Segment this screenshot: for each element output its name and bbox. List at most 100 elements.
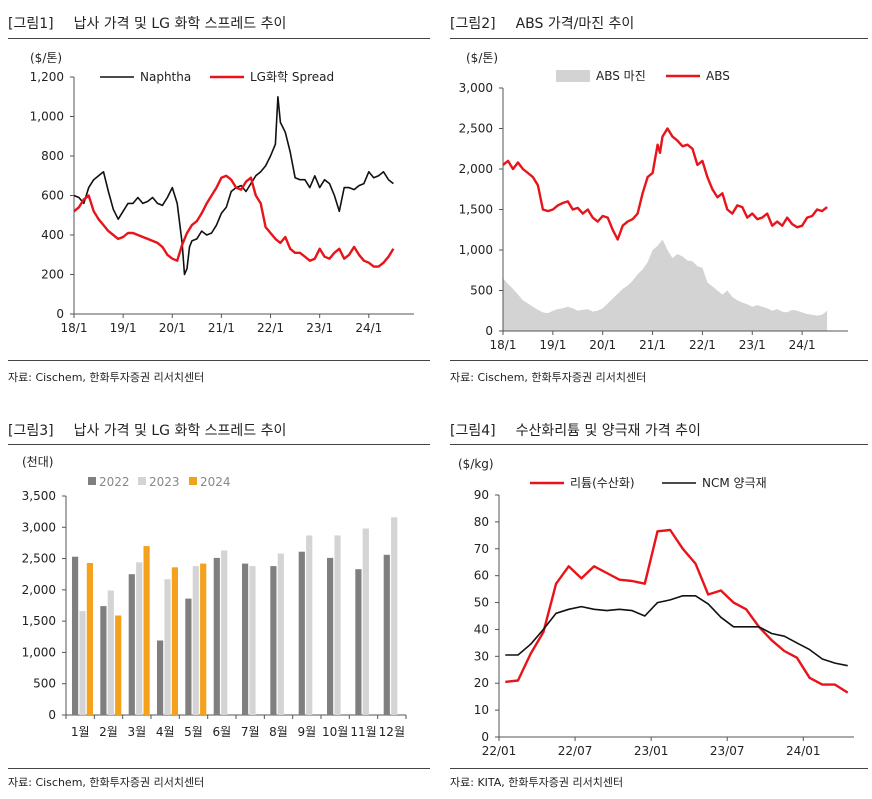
chart-svg: ($/kg) 0 10 20 30 40 50 60 70 80 90 22/01 22/07 23/01… (458, 457, 854, 758)
figure-label: [그림3] (8, 423, 54, 439)
x-tick-label: 6월 (212, 725, 231, 739)
x-tick-label: 10월 (322, 725, 348, 739)
bar (298, 551, 305, 715)
bar (100, 606, 107, 715)
series-line (505, 595, 848, 667)
y-tick-label: 400 (41, 228, 64, 242)
bar (136, 562, 143, 715)
title-rule (450, 38, 868, 39)
x-tick-label: 9월 (297, 725, 316, 739)
y-tick-label: 90 (474, 488, 489, 502)
y-tick-label: 3,000 (459, 81, 493, 95)
y-tick-label: 40 (474, 622, 489, 636)
x-tick-label: 18/1 (490, 338, 517, 352)
y-tick-label: 20 (474, 676, 489, 690)
x-tick-label: 19/1 (110, 321, 137, 335)
y-tick-label: 10 (474, 703, 489, 717)
legend-label: 2022 (99, 475, 130, 489)
legend-label: 리튬(수산화) (570, 476, 635, 490)
x-tick-label: 1월 (71, 725, 90, 739)
bar (383, 554, 390, 715)
legend-swatch (556, 70, 590, 82)
y-tick-label: 2,500 (459, 122, 493, 136)
bar (157, 640, 164, 715)
y-tick-label: 1,000 (459, 243, 493, 257)
x-tick-label: 24/1 (355, 321, 382, 335)
y-tick-label: 200 (41, 268, 64, 282)
source-rule (8, 768, 430, 769)
chart-svg: ($/톤) 0 500 1,000 1,500 2,000 2,500 3,000 18/1 19… (459, 51, 848, 352)
legend-label: LG화학 Spread (250, 70, 334, 84)
legend-label: NCM 양극재 (702, 476, 767, 490)
bar (200, 563, 207, 715)
y-tick-label: 800 (41, 149, 64, 163)
y-tick-label: 1,500 (459, 203, 493, 217)
legend-swatch (138, 477, 146, 485)
y-tick-label: 2,000 (22, 583, 56, 597)
bar (128, 574, 135, 715)
y-tick-label: 30 (474, 649, 489, 663)
x-tick-label: 22/01 (482, 744, 517, 758)
source-note: 자료: Cischem, 한화투자증권 리서치센터 (8, 371, 205, 384)
source-rule (450, 768, 868, 769)
source-rule (8, 360, 430, 361)
x-tick-label: 22/1 (689, 338, 716, 352)
chart-heading: [그림3] 납사 가격 및 LG 화학 스프레드 추이 (8, 420, 286, 440)
source-note: 자료: Cischem, 한화투자증권 리서치센터 (450, 371, 647, 384)
x-tick-label: 21/1 (208, 321, 235, 335)
figure-title: 수산화리튬 및 양극재 가격 추이 (515, 423, 701, 439)
x-tick-label: 11월 (350, 725, 376, 739)
y-tick-label: 1,500 (22, 614, 56, 628)
series-line (73, 96, 394, 276)
x-tick-label: 18/1 (61, 321, 88, 335)
x-tick-label: 23/01 (634, 744, 669, 758)
legend-label: Naphtha (140, 70, 191, 84)
series-area (503, 239, 828, 331)
source-note: 자료: Cischem, 한화투자증권 리서치센터 (8, 776, 205, 789)
bar (79, 611, 86, 715)
y-tick-label: 600 (41, 189, 64, 203)
title-rule (8, 38, 430, 39)
bar (115, 615, 122, 715)
x-tick-label: 24/01 (786, 744, 821, 758)
legend-label: ABS 마진 (596, 69, 646, 83)
bar (306, 535, 313, 715)
y-tick-label: 1,000 (30, 110, 64, 124)
x-tick-label: 4월 (156, 725, 175, 739)
x-tick-label: 23/1 (739, 338, 766, 352)
chart-heading: [그림2] ABS 가격/마진 추이 (450, 13, 634, 33)
legend-label: 2023 (149, 475, 180, 489)
figure-label: [그림4] (450, 423, 496, 439)
bar (270, 566, 277, 715)
series-line (502, 127, 828, 241)
y-tick-label: 500 (33, 677, 56, 691)
x-tick-label: 7월 (241, 725, 260, 739)
x-tick-label: 23/07 (710, 744, 745, 758)
bar (171, 567, 178, 715)
y-tick-label: 0 (481, 730, 489, 744)
y-tick-label: 1,000 (22, 645, 56, 659)
figure-label: [그림2] (450, 16, 496, 32)
y-tick-label: 3,500 (22, 489, 56, 503)
bar (355, 569, 362, 715)
series-line (73, 174, 395, 268)
title-rule (8, 444, 430, 445)
chart-panel-3: [그림3] 납사 가격 및 LG 화학 스프레드 추이 (천대) 0 500 1,000… (8, 410, 430, 799)
chart-heading: [그림1] 납사 가격 및 LG 화학 스프레드 추이 (8, 13, 286, 33)
y-axis-unit: ($/톤) (30, 51, 62, 65)
legend-swatch (189, 477, 197, 485)
bar (143, 546, 150, 715)
series-line (505, 528, 849, 694)
source-rule (450, 360, 868, 361)
bar (327, 557, 334, 715)
bar (362, 528, 369, 715)
bar (72, 556, 79, 715)
x-tick-label: 20/1 (589, 338, 616, 352)
y-axis-unit: ($/kg) (458, 457, 494, 471)
bar (334, 535, 341, 715)
y-tick-label: 3,000 (22, 520, 56, 534)
bar (86, 563, 93, 715)
x-tick-label: 12월 (379, 725, 405, 739)
figure-title: ABS 가격/마진 추이 (515, 16, 635, 32)
bar (277, 553, 284, 715)
